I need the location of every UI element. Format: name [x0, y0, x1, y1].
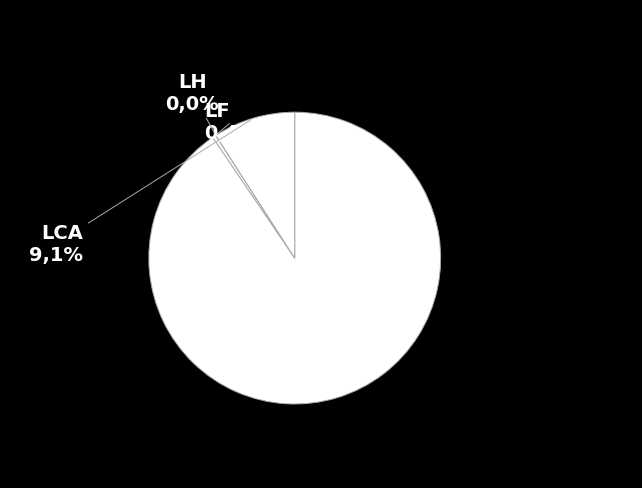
Text: LF
0,4%: LF 0,4%: [205, 102, 259, 143]
Wedge shape: [216, 136, 295, 259]
Wedge shape: [216, 113, 295, 259]
Wedge shape: [149, 113, 440, 404]
Wedge shape: [213, 136, 295, 259]
Text: LCA
9,1%: LCA 9,1%: [29, 121, 251, 264]
Text: LH
0,0%: LH 0,0%: [165, 73, 219, 134]
